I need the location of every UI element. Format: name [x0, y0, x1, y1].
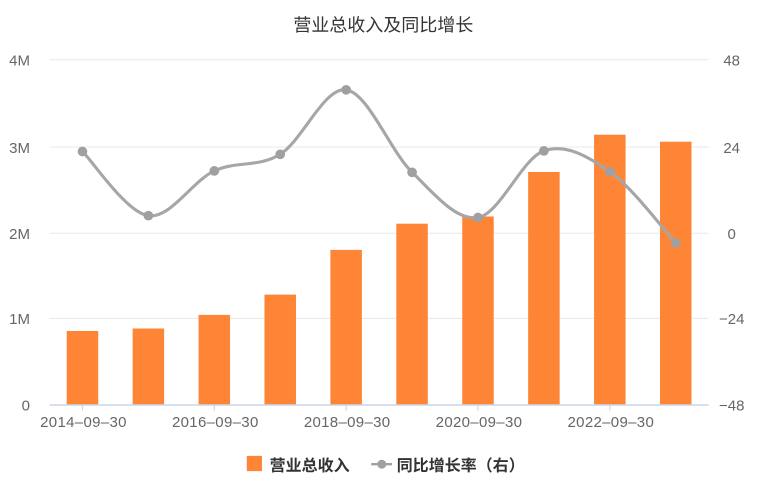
svg-text:0: 0	[728, 226, 736, 243]
svg-text:1M: 1M	[9, 311, 30, 328]
svg-text:2014–09–30: 2014–09–30	[40, 414, 127, 431]
svg-text:24: 24	[723, 140, 740, 157]
svg-text:2M: 2M	[9, 226, 30, 243]
svg-text:3M: 3M	[9, 140, 30, 157]
svg-text:−48: −48	[719, 398, 744, 415]
svg-text:2022–09–30: 2022–09–30	[568, 414, 655, 431]
svg-text:48: 48	[723, 53, 740, 70]
svg-text:−24: −24	[719, 311, 744, 328]
svg-text:2018–09–30: 2018–09–30	[304, 414, 391, 431]
svg-text:2016–09–30: 2016–09–30	[172, 414, 259, 431]
svg-text:0: 0	[22, 398, 30, 415]
svg-text:2020–09–30: 2020–09–30	[436, 414, 523, 431]
svg-text:4M: 4M	[9, 53, 30, 70]
